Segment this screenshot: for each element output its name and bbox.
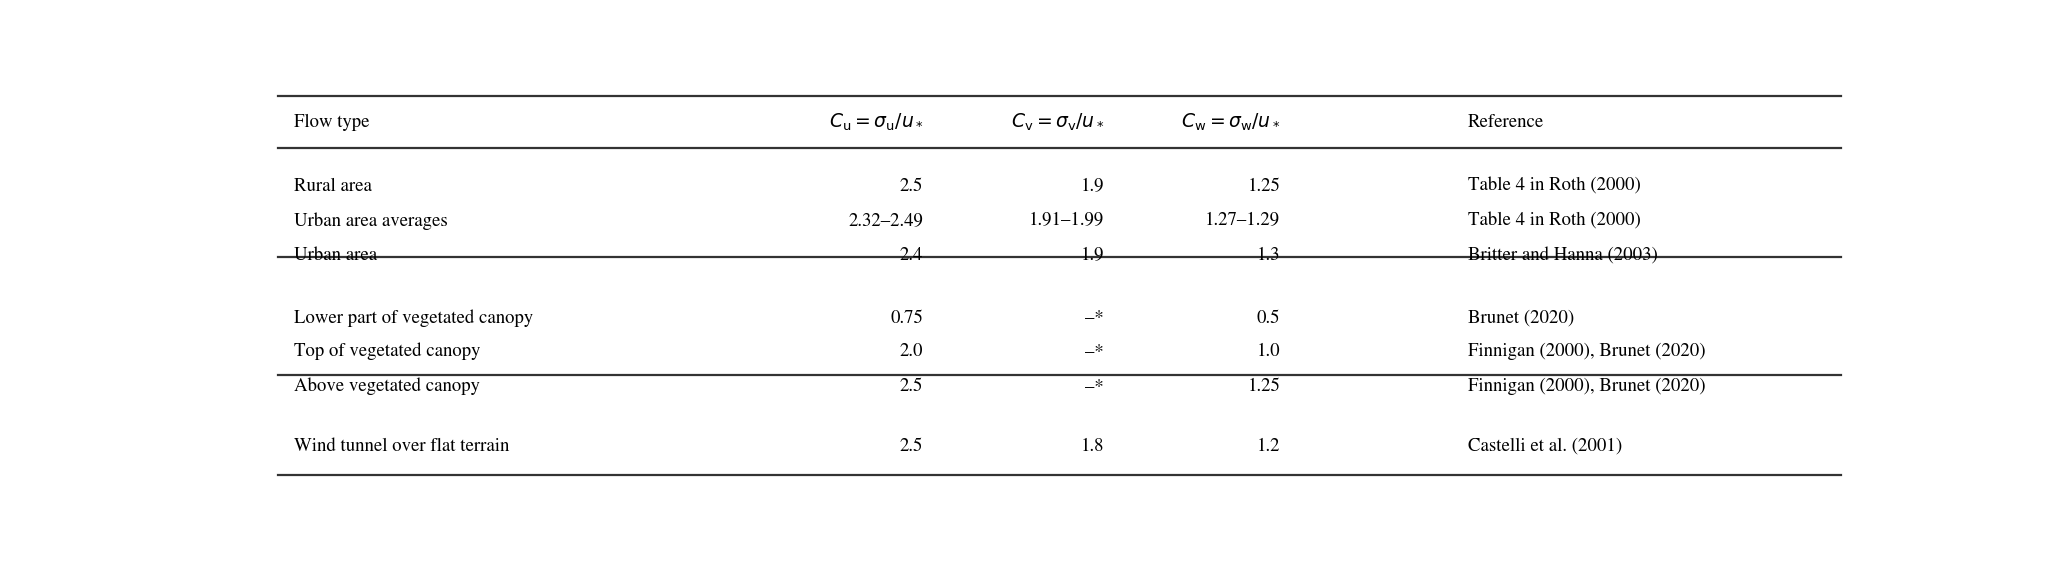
Text: 1.2: 1.2 [1257, 438, 1279, 455]
Text: 1.91–1.99: 1.91–1.99 [1029, 212, 1104, 229]
Text: 0.75: 0.75 [891, 310, 924, 327]
Text: –*: –* [1085, 310, 1104, 327]
Text: 2.5: 2.5 [899, 438, 924, 455]
Text: Top of vegetated canopy: Top of vegetated canopy [294, 342, 480, 360]
Text: 1.9: 1.9 [1081, 177, 1104, 195]
Text: Castelli et al. (2001): Castelli et al. (2001) [1468, 438, 1623, 455]
Text: Reference: Reference [1468, 114, 1544, 131]
Text: Urban area averages: Urban area averages [294, 212, 446, 230]
Text: 1.8: 1.8 [1081, 438, 1104, 455]
Text: 2.0: 2.0 [899, 343, 924, 360]
Text: Finnigan (2000), Brunet (2020): Finnigan (2000), Brunet (2020) [1468, 343, 1705, 360]
Text: Urban area: Urban area [294, 247, 376, 264]
Text: Wind tunnel over flat terrain: Wind tunnel over flat terrain [294, 438, 508, 455]
Text: 1.9: 1.9 [1081, 247, 1104, 264]
Text: $C_{\mathrm{v}} = \sigma_{\mathrm{v}}/u_*$: $C_{\mathrm{v}} = \sigma_{\mathrm{v}}/u_… [1011, 111, 1104, 133]
Text: 0.5: 0.5 [1257, 310, 1279, 327]
Text: 2.4: 2.4 [899, 247, 924, 264]
Text: Lower part of vegetated canopy: Lower part of vegetated canopy [294, 309, 533, 327]
Text: –*: –* [1085, 377, 1104, 395]
Text: Above vegetated canopy: Above vegetated canopy [294, 377, 480, 395]
Text: 2.32–2.49: 2.32–2.49 [847, 212, 924, 229]
Text: $C_{\mathrm{u}} = \sigma_{\mathrm{u}}/u_*$: $C_{\mathrm{u}} = \sigma_{\mathrm{u}}/u_… [829, 111, 924, 133]
Text: 1.3: 1.3 [1257, 247, 1279, 264]
Text: 1.25: 1.25 [1248, 177, 1279, 195]
Text: 1.25: 1.25 [1248, 377, 1279, 395]
Text: Flow type: Flow type [294, 114, 370, 131]
Text: Table 4 in Roth (2000): Table 4 in Roth (2000) [1468, 212, 1641, 229]
Text: 1.0: 1.0 [1257, 343, 1279, 360]
Text: Table 4 in Roth (2000): Table 4 in Roth (2000) [1468, 177, 1641, 195]
Text: Brunet (2020): Brunet (2020) [1468, 310, 1575, 327]
Text: 2.5: 2.5 [899, 177, 924, 195]
Text: 2.5: 2.5 [899, 377, 924, 395]
Text: $C_{\mathrm{w}} = \sigma_{\mathrm{w}}/u_*$: $C_{\mathrm{w}} = \sigma_{\mathrm{w}}/u_… [1180, 111, 1279, 133]
Text: Finnigan (2000), Brunet (2020): Finnigan (2000), Brunet (2020) [1468, 377, 1705, 395]
Text: –*: –* [1085, 343, 1104, 360]
Text: 1.27–1.29: 1.27–1.29 [1205, 212, 1279, 229]
Text: Rural area: Rural area [294, 177, 372, 195]
Text: Britter and Hanna (2003): Britter and Hanna (2003) [1468, 247, 1658, 264]
